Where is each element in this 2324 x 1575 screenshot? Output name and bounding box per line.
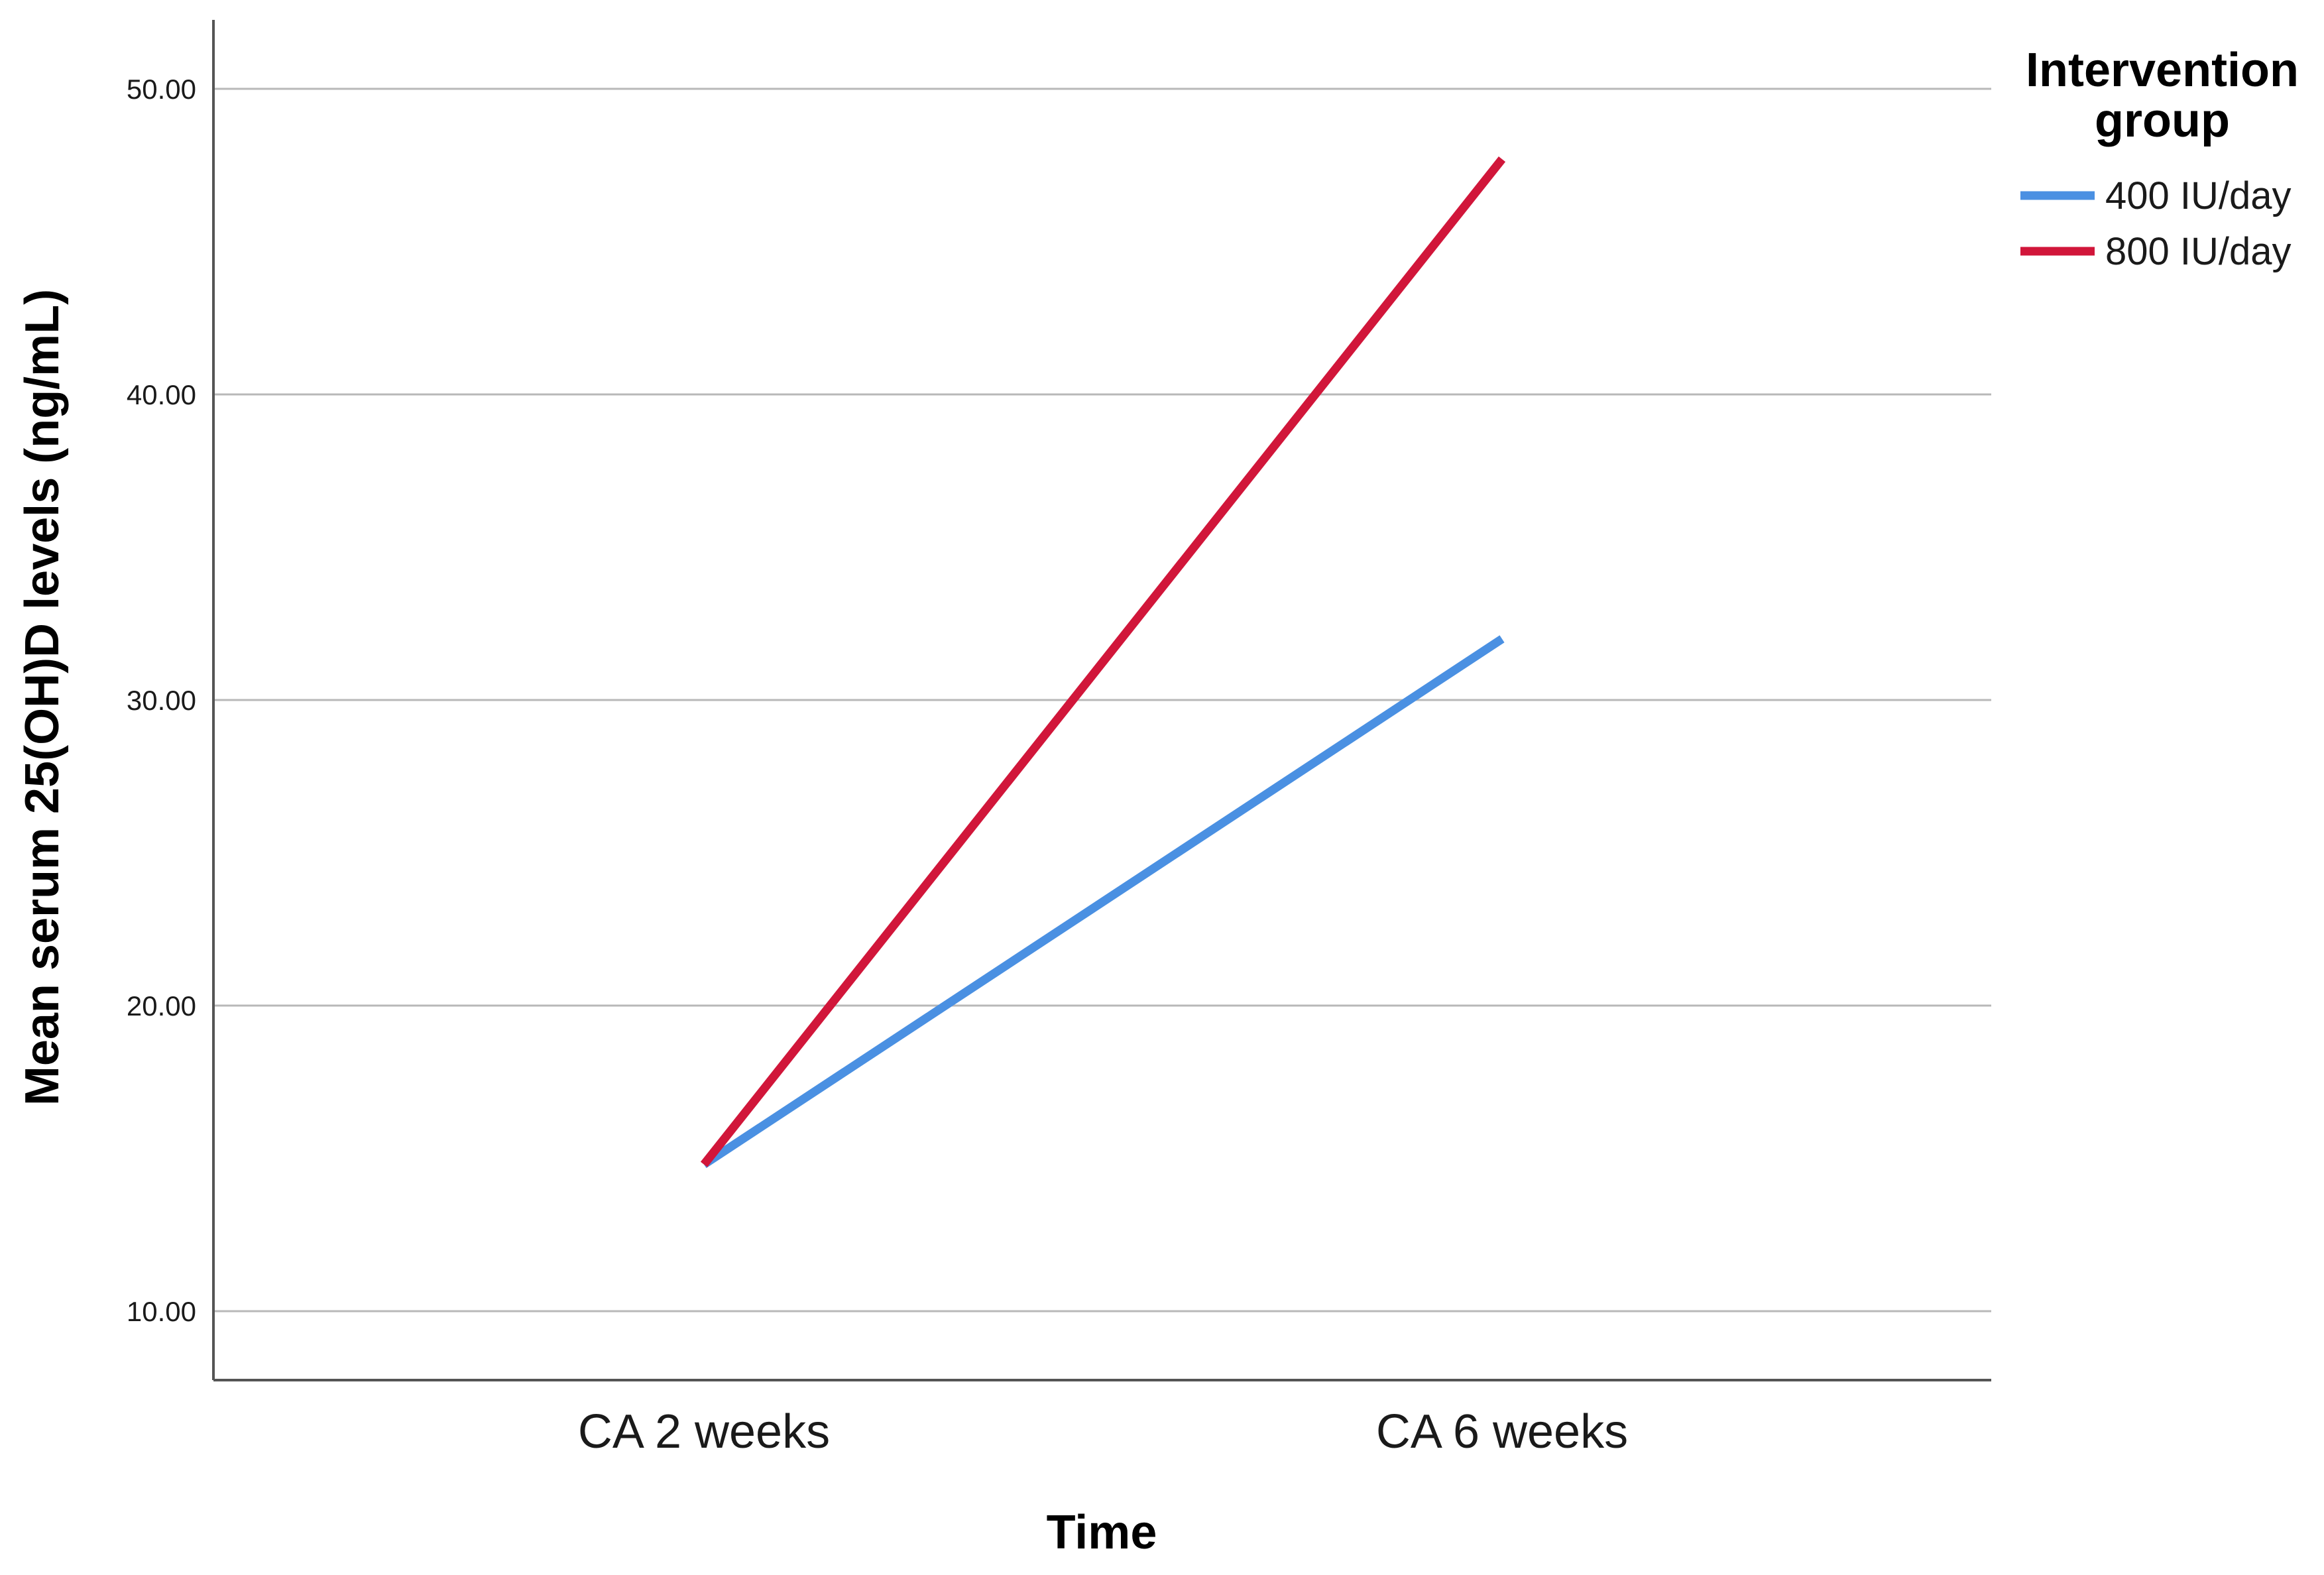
legend-items: 400 IU/day 800 IU/day — [2020, 174, 2292, 273]
legend: Intervention group 400 IU/day 800 IU/day — [2020, 44, 2299, 273]
y-tick-label: 30.00 — [127, 685, 196, 716]
x-axis-title: Time — [1047, 1506, 1157, 1559]
gridlines — [213, 88, 1991, 1312]
axes — [212, 20, 1991, 1381]
legend-title-line-2: group — [2095, 94, 2230, 147]
y-axis-title: Mean serum 25(OH)D levels (ng/mL) — [16, 289, 69, 1106]
series-lines — [700, 156, 1506, 1169]
legend-title-line-1: Intervention — [2026, 44, 2299, 97]
legend-label: 800 IU/day — [2105, 230, 2292, 273]
y-tick-label: 40.00 — [127, 379, 196, 410]
legend-label: 400 IU/day — [2105, 174, 2292, 217]
x-tick-label: CA 2 weeks — [578, 1405, 830, 1458]
series-line — [701, 635, 1505, 1169]
x-tick-labels: CA 2 weeks CA 6 weeks — [578, 1405, 1628, 1458]
x-tick-label: CA 6 weeks — [1376, 1405, 1628, 1458]
y-tick-label: 20.00 — [127, 990, 196, 1021]
y-tick-label: 50.00 — [127, 74, 196, 105]
series-line — [700, 156, 1506, 1167]
y-tick-labels: 10.00 20.00 30.00 40.00 50.00 — [127, 74, 196, 1327]
y-tick-label: 10.00 — [127, 1296, 196, 1327]
